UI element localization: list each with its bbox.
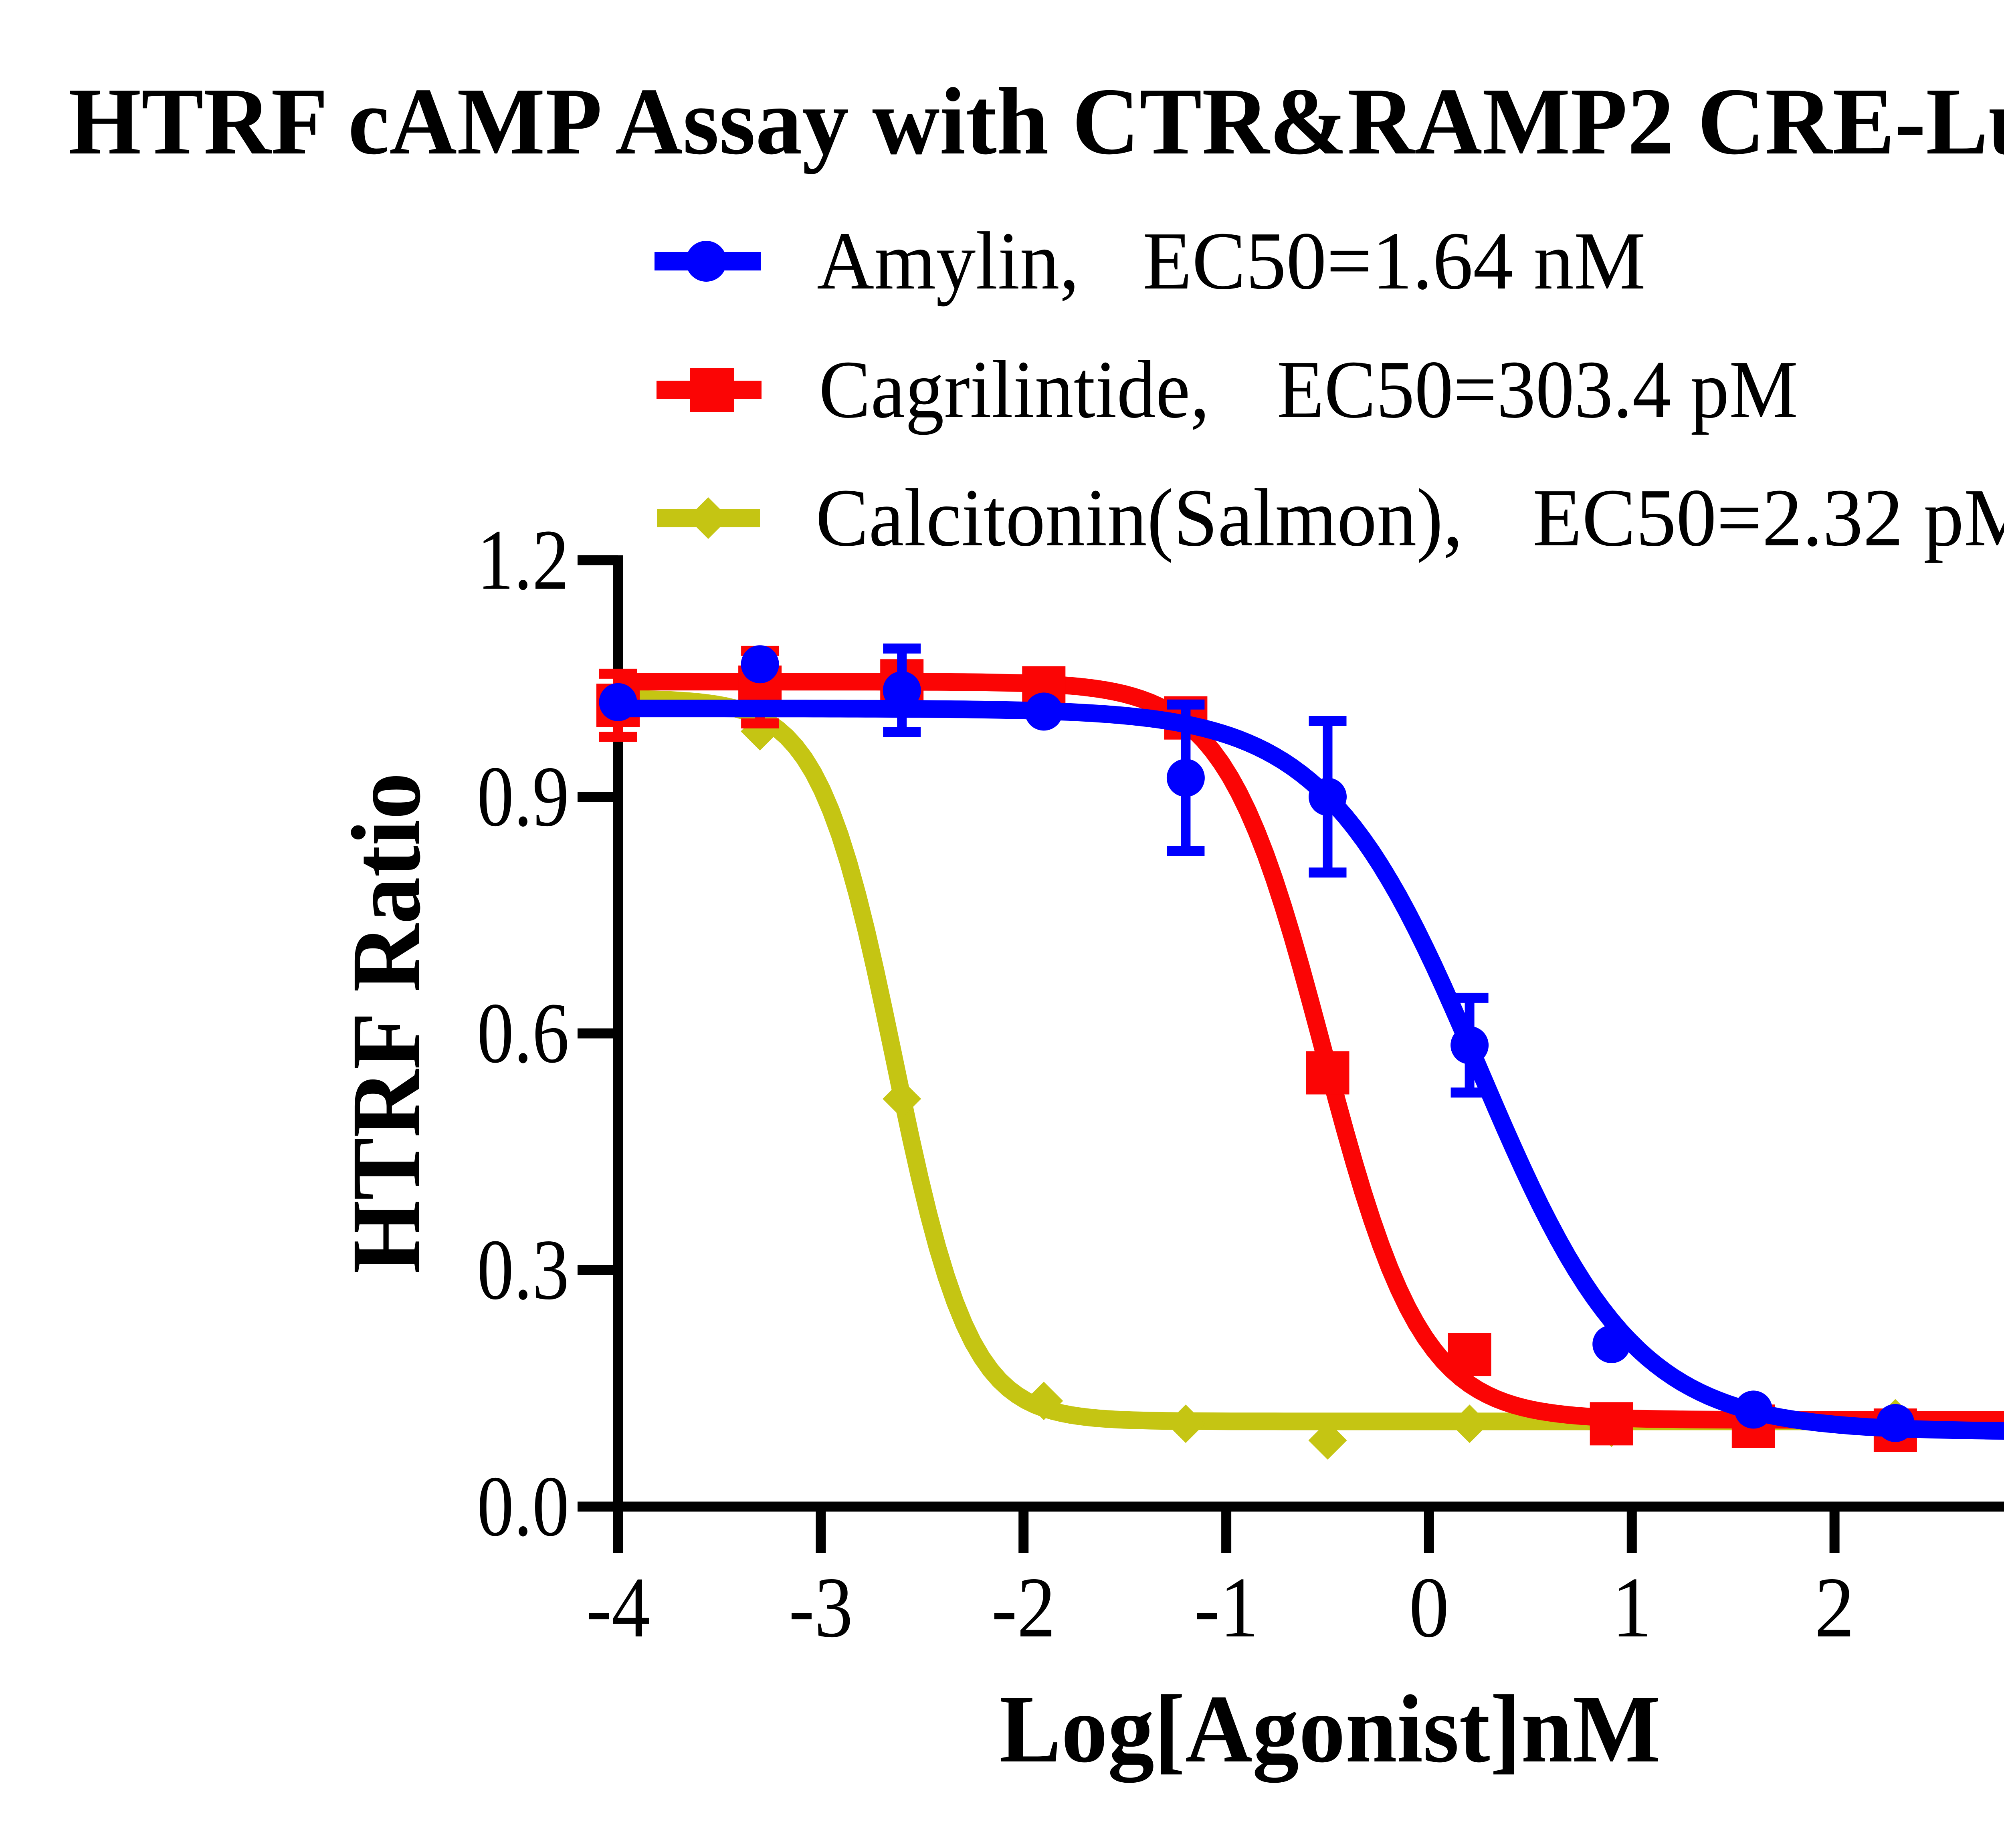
svg-text:EC50=303.4 pM: EC50=303.4 pM (1277, 343, 1798, 435)
svg-text:Log[Agonist]nM: Log[Agonist]nM (999, 1675, 1661, 1783)
svg-text:Cagrilintide,: Cagrilintide, (819, 343, 1210, 435)
svg-text:-2: -2 (992, 1560, 1056, 1655)
svg-text:0.6: 0.6 (477, 985, 569, 1081)
svg-text:HTRF cAMP Assay with CTR&RAMP2: HTRF cAMP Assay with CTR&RAMP2 CRE-Luc C… (69, 68, 2004, 174)
svg-text:-4: -4 (586, 1560, 650, 1655)
svg-text:Calcitonin(Salmon),: Calcitonin(Salmon), (816, 472, 1463, 563)
svg-text:2: 2 (1814, 1560, 1855, 1655)
svg-text:EC50=1.64 nM: EC50=1.64 nM (1143, 215, 1646, 307)
svg-text:1.2: 1.2 (477, 512, 569, 608)
svg-text:0.0: 0.0 (477, 1459, 569, 1554)
svg-text:-1: -1 (1194, 1560, 1259, 1655)
svg-text:1: 1 (1612, 1560, 1652, 1655)
svg-text:HTRF Ratio: HTRF Ratio (332, 773, 441, 1273)
svg-text:0: 0 (1409, 1560, 1449, 1655)
svg-text:0.3: 0.3 (477, 1222, 569, 1317)
svg-text:EC50=2.32 pM: EC50=2.32 pM (1533, 472, 2004, 563)
svg-text:Amylin,: Amylin, (817, 215, 1079, 307)
svg-text:-3: -3 (789, 1560, 853, 1655)
svg-text:0.9: 0.9 (477, 748, 569, 844)
